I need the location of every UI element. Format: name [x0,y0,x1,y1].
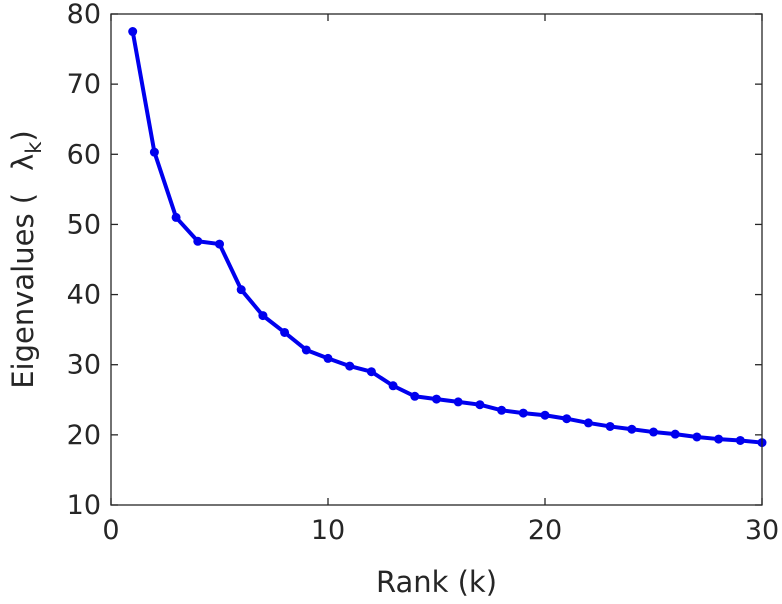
x-tick-label: 0 [102,515,119,546]
data-point [171,212,181,222]
data-point [562,414,572,424]
data-point [475,400,485,410]
data-point [714,434,724,444]
plot-area-background [111,14,762,505]
data-point [605,421,615,431]
y-tick-label: 50 [67,209,101,240]
data-point [692,432,702,442]
y-axis-title: Eigenvalues ( λk) [6,130,46,389]
data-point [670,429,680,439]
data-point [236,285,246,295]
y-tick-label: 60 [67,139,101,170]
y-axis-title-prefix: Eigenvalues ( [6,193,40,389]
data-point [366,367,376,377]
data-point [301,345,311,355]
plot-area-box [110,13,763,506]
data-point [518,408,528,418]
labels-layer: Rank (k) Eigenvalues ( λk) [6,130,497,599]
data-point [497,405,507,415]
x-tick-label: 20 [528,515,562,546]
y-tick-label: 20 [67,420,101,451]
y-axis-title-subscript: k [22,141,46,154]
y-tick-label: 30 [67,350,101,381]
data-point [432,394,441,404]
x-axis-title: Rank (k) [376,565,497,599]
data-point [627,424,637,434]
x-tick-label: 10 [311,515,345,546]
data-point [453,397,463,407]
y-tick-label: 10 [67,490,101,521]
data-point [128,27,138,37]
data-point [215,239,224,249]
data-point [149,147,159,157]
y-tick-label: 70 [67,69,101,100]
data-point [583,418,593,428]
y-tick-label: 40 [67,280,101,311]
data-point [345,361,355,371]
data-point [735,435,745,445]
data-point [323,353,333,363]
data-point [649,427,658,437]
data-point [410,391,420,401]
data-point [258,311,268,321]
data-point [540,410,550,420]
data-point [193,236,203,246]
x-tick-label: 30 [745,515,779,546]
y-tick-label: 80 [67,0,101,30]
y-axis-title-suffix: ) [6,130,40,141]
data-point [388,381,398,391]
series-layer [128,27,767,448]
y-axis-title-symbol: λ [6,154,40,171]
data-point [280,327,290,337]
